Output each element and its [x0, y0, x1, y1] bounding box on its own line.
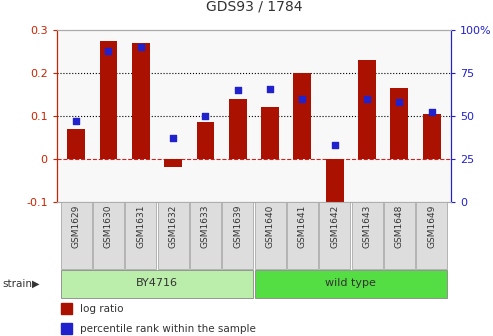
Point — [169, 135, 177, 141]
FancyBboxPatch shape — [319, 202, 350, 269]
FancyBboxPatch shape — [222, 202, 253, 269]
Bar — [423, 114, 441, 159]
Point — [363, 96, 371, 101]
Point — [331, 142, 339, 148]
Text: GSM1641: GSM1641 — [298, 204, 307, 248]
Bar — [293, 73, 311, 159]
Text: GSM1642: GSM1642 — [330, 204, 339, 248]
FancyBboxPatch shape — [416, 202, 447, 269]
Point — [395, 99, 403, 105]
Text: ▶: ▶ — [32, 279, 39, 289]
Text: GSM1631: GSM1631 — [136, 204, 145, 248]
Bar — [197, 122, 214, 159]
Point — [428, 110, 436, 115]
Bar — [132, 43, 150, 159]
Text: wild type: wild type — [325, 278, 376, 288]
Bar — [261, 108, 279, 159]
Text: GSM1632: GSM1632 — [169, 204, 177, 248]
FancyBboxPatch shape — [384, 202, 415, 269]
Bar — [61, 303, 72, 314]
Text: strain: strain — [2, 279, 33, 289]
FancyBboxPatch shape — [287, 202, 318, 269]
FancyBboxPatch shape — [61, 270, 253, 298]
Text: GSM1648: GSM1648 — [395, 204, 404, 248]
FancyBboxPatch shape — [93, 202, 124, 269]
FancyBboxPatch shape — [125, 202, 156, 269]
Point — [234, 88, 242, 93]
Point — [202, 113, 210, 119]
FancyBboxPatch shape — [61, 202, 92, 269]
Point — [298, 96, 306, 101]
Text: GSM1639: GSM1639 — [233, 204, 242, 248]
Bar — [229, 99, 246, 159]
FancyBboxPatch shape — [158, 202, 189, 269]
Text: log ratio: log ratio — [80, 304, 124, 313]
FancyBboxPatch shape — [190, 202, 221, 269]
Bar — [326, 159, 344, 214]
Bar — [100, 41, 117, 159]
Point — [137, 45, 144, 50]
Text: GSM1643: GSM1643 — [362, 204, 372, 248]
FancyBboxPatch shape — [352, 202, 383, 269]
Text: GSM1633: GSM1633 — [201, 204, 210, 248]
Bar — [358, 60, 376, 159]
FancyBboxPatch shape — [254, 270, 447, 298]
Text: GSM1640: GSM1640 — [266, 204, 275, 248]
Text: GDS93 / 1784: GDS93 / 1784 — [206, 0, 302, 13]
Text: percentile rank within the sample: percentile rank within the sample — [80, 324, 256, 334]
Text: GSM1649: GSM1649 — [427, 204, 436, 248]
Text: GSM1629: GSM1629 — [71, 204, 80, 248]
Text: GSM1630: GSM1630 — [104, 204, 113, 248]
Bar — [164, 159, 182, 167]
Text: BY4716: BY4716 — [136, 278, 178, 288]
Point — [105, 48, 112, 53]
Bar — [61, 324, 72, 334]
Bar — [390, 88, 408, 159]
Point — [266, 86, 274, 91]
Point — [72, 118, 80, 124]
FancyBboxPatch shape — [254, 202, 285, 269]
Bar — [67, 129, 85, 159]
